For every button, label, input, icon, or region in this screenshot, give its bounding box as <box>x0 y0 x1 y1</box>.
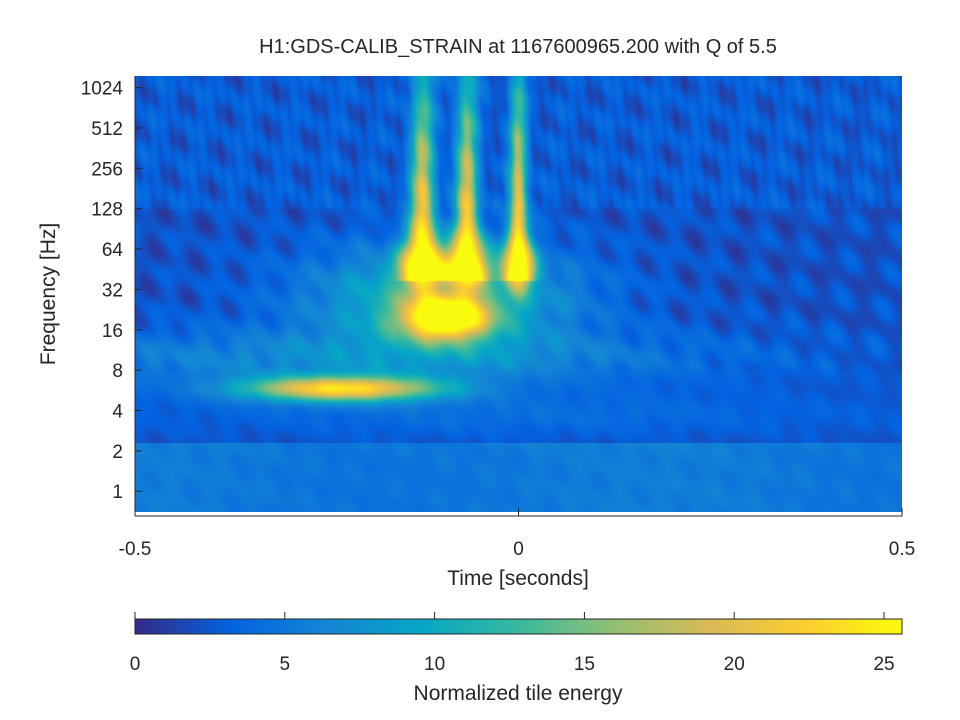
y-tick-label: 512 <box>91 119 123 140</box>
colorbar-tick-label: 25 <box>873 654 894 675</box>
x-tick-label: 0.5 <box>889 539 915 560</box>
colorbar-tick-label: 0 <box>130 654 141 675</box>
y-tick-label: 128 <box>91 200 123 221</box>
y-tick-label: 16 <box>102 321 123 342</box>
y-tick-label: 32 <box>102 280 123 301</box>
colorbar-tick-label: 5 <box>280 654 291 675</box>
y-tick-label: 2 <box>112 442 123 463</box>
y-tick-label: 8 <box>112 361 123 382</box>
colorbar-ticks: 0 5 10 15 20 25 <box>130 612 895 675</box>
y-tick-label: 64 <box>102 240 124 261</box>
x-tick-label: 0 <box>513 539 524 560</box>
colorbar-tick-label: 15 <box>574 654 595 675</box>
x-tick-label: -0.5 <box>119 539 152 560</box>
colorbar-tick-label: 10 <box>424 654 445 675</box>
spectrogram-image <box>135 76 902 512</box>
x-axis-label: Time [seconds] <box>447 567 589 590</box>
y-tick-label: 4 <box>112 402 123 423</box>
y-axis-label: Frequency [Hz] <box>37 223 60 365</box>
colorbar-label: Normalized tile energy <box>414 682 623 705</box>
y-tick-label: 1 <box>112 482 123 503</box>
chart-title: H1:GDS-CALIB_STRAIN at 1167600965.200 wi… <box>259 36 777 58</box>
spectrogram-frame <box>135 76 902 512</box>
y-tick-label: 256 <box>91 159 123 180</box>
colorbar <box>134 618 903 635</box>
axes: -0.5 0 0.5 1 2 4 8 16 32 64 128 256 512 1024 <box>81 76 915 560</box>
colorbar-tick-label: 20 <box>724 654 745 675</box>
y-tick-label: 1024 <box>81 79 124 100</box>
